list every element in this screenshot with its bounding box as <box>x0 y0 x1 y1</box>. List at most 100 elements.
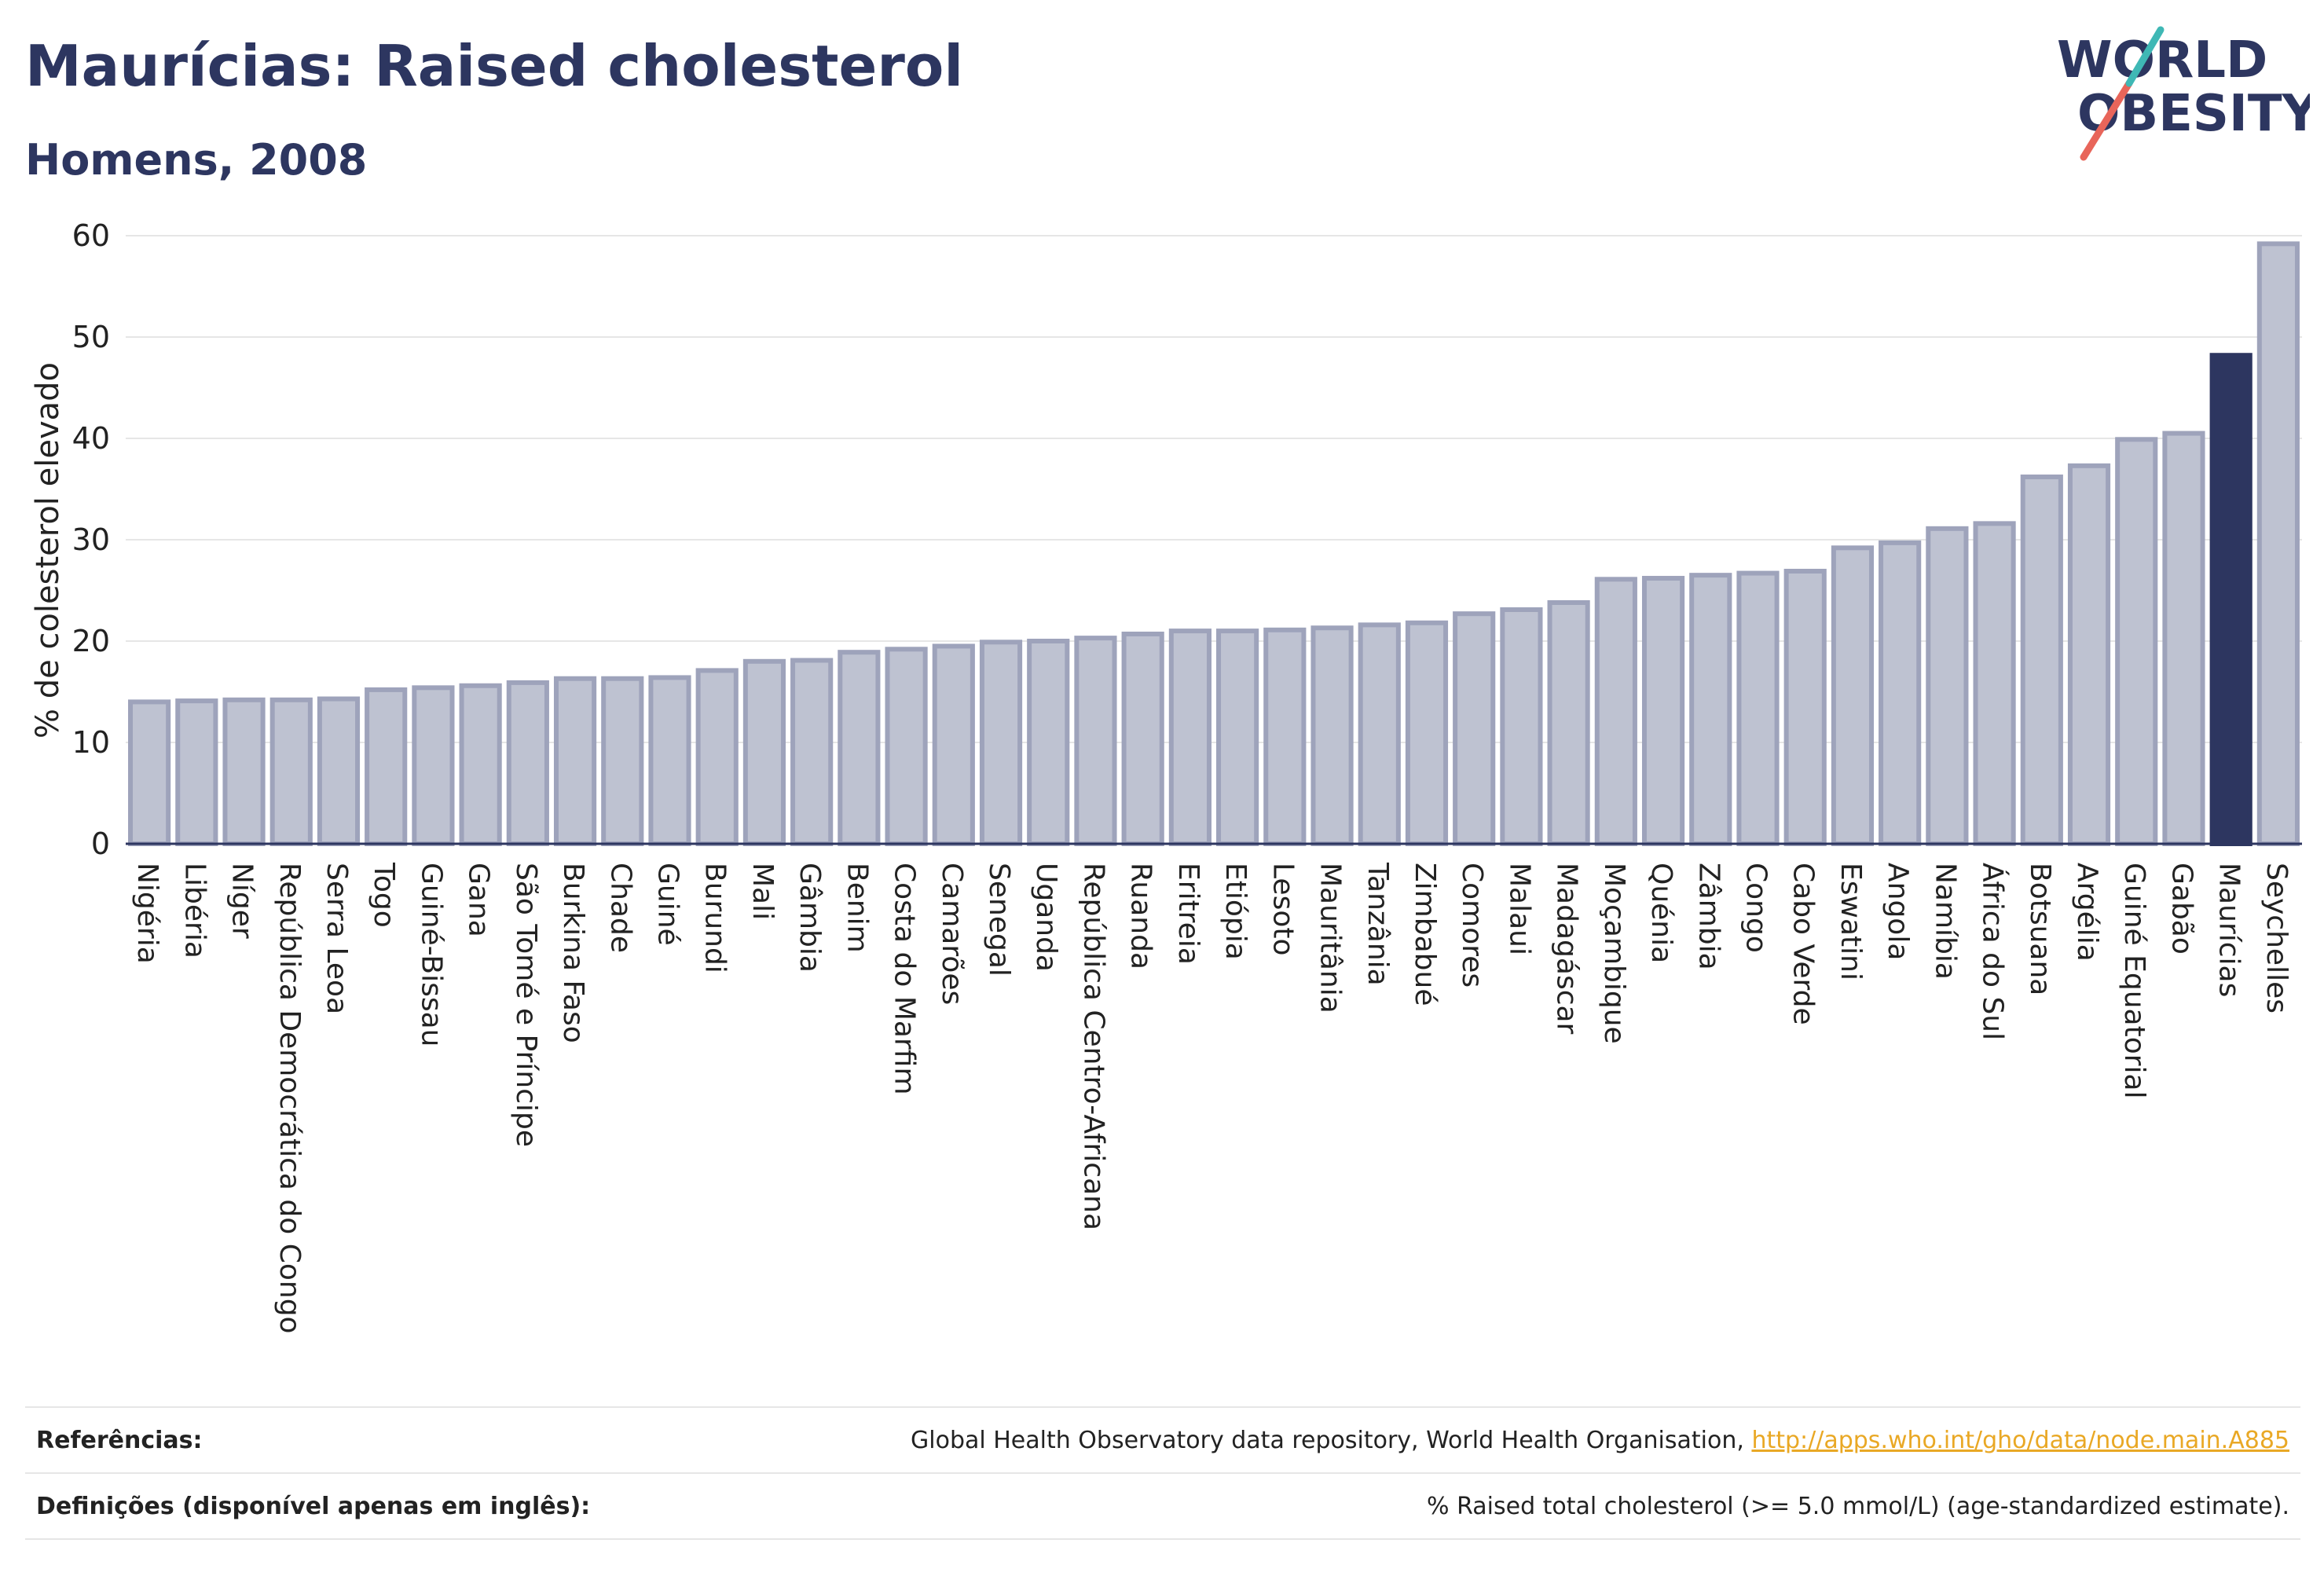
logo-word-1: WORLD <box>2057 31 2267 90</box>
y-tick-label: 50 <box>72 320 110 354</box>
bar <box>790 658 834 847</box>
y-tick-label: 60 <box>72 218 110 253</box>
x-tick-label: Tanzânia <box>1362 862 1394 986</box>
bar <box>742 658 786 846</box>
bar <box>1074 636 1117 846</box>
references-link[interactable]: http://apps.who.int/gho/data/node.main.A… <box>1751 1427 2289 1454</box>
x-tick-label: Serra Leoa <box>321 863 353 1014</box>
bar <box>601 676 644 846</box>
x-tick-label: Namíbia <box>1929 863 1961 980</box>
x-tick-label: República Centro-Africana <box>1077 863 1109 1230</box>
x-tick-label: Maurícias <box>2213 863 2245 997</box>
x-tick-label: Argélia <box>2071 863 2103 962</box>
bar <box>2256 241 2300 846</box>
bars <box>128 241 2300 847</box>
bar <box>885 647 928 846</box>
x-tick-label: Costa do Marfim <box>889 863 921 1095</box>
x-tick-label: Gana <box>463 863 495 937</box>
x-tick-label: Comores <box>1456 863 1488 988</box>
bar-chart: 0 10 20 30 40 50 60 Nigéria Libéria Níger Repúbli… <box>72 218 2302 1334</box>
bar <box>1358 622 1401 846</box>
bar <box>2115 437 2158 846</box>
x-tick-label: Eritreia <box>1172 863 1204 965</box>
bar <box>459 683 502 847</box>
x-tick-label: Burkina Faso <box>557 863 589 1043</box>
bar <box>979 640 1023 846</box>
bar <box>1405 620 1449 847</box>
bar <box>695 668 739 846</box>
bar <box>269 697 313 846</box>
bar <box>1926 526 1969 846</box>
references-value: Global Health Observatory data repositor… <box>911 1427 2289 1454</box>
bar <box>1641 576 1685 847</box>
bar <box>128 699 171 847</box>
x-tick-label: Camarões <box>936 863 968 1005</box>
x-tick-label: Gâmbia <box>794 863 826 973</box>
bar <box>506 680 549 847</box>
x-tick-label: Cabo Verde <box>1787 863 1820 1025</box>
bar <box>2020 475 2063 847</box>
y-axis-title: % de colesterol elevado <box>30 361 66 739</box>
x-tick-label: Benim <box>841 863 873 953</box>
bar <box>1121 631 1164 846</box>
y-tick-label: 20 <box>72 624 110 658</box>
references-row: Referências: Global Health Observatory d… <box>25 1406 2300 1472</box>
x-tick-label: Madagáscar <box>1551 863 1583 1035</box>
bar <box>1879 540 1922 846</box>
x-tick-label: São Tomé e Príncipe <box>510 863 542 1147</box>
bar <box>932 643 975 847</box>
x-tick-label: Mauritânia <box>1314 863 1347 1013</box>
y-tick-label: 40 <box>72 421 110 456</box>
x-tick-label: Chade <box>604 863 636 953</box>
x-tick-label: Uganda <box>1030 863 1062 972</box>
x-tick-label: Quénia <box>1645 863 1677 963</box>
x-tick-label: Gabão <box>2165 863 2198 955</box>
bar <box>412 685 455 847</box>
bar <box>1594 577 1637 846</box>
x-tick-label: República Democrática do Congo <box>273 863 306 1334</box>
references-label: Referências: <box>36 1427 203 1454</box>
x-tick-label: Nigéria <box>131 863 163 964</box>
definitions-label: Definições (disponível apenas em inglês)… <box>36 1493 591 1520</box>
reference-table: Referências: Global Health Observatory d… <box>25 1406 2300 1540</box>
x-tick-label: Seychelles <box>2260 863 2293 1013</box>
bar <box>1783 568 1827 846</box>
bar <box>648 675 691 846</box>
bar <box>1500 607 1543 846</box>
x-tick-label: Guiné-Bissau <box>415 863 447 1046</box>
x-tick-label: Eswatini <box>1835 863 1867 980</box>
world-obesity-logo: WORLD OBESITY <box>2057 26 2310 161</box>
bar <box>2209 353 2253 847</box>
y-tick-label: 0 <box>91 826 110 861</box>
references-text: Global Health Observatory data repositor… <box>911 1427 1752 1454</box>
x-tick-label: Libéria <box>178 863 211 958</box>
x-tick-label: Etiópia <box>1219 863 1252 960</box>
bar <box>838 650 881 846</box>
x-tick-label: Malaui <box>1503 863 1535 955</box>
y-tick-label: 10 <box>72 725 110 760</box>
x-tick-label: Togo <box>368 862 400 928</box>
x-tick-label: Moçambique <box>1598 863 1630 1044</box>
chart-subtitle: Homens, 2008 <box>25 135 368 185</box>
bar <box>2067 463 2111 847</box>
x-tick-label: Guiné Equatorial <box>2118 863 2150 1099</box>
bar <box>553 676 597 846</box>
x-tick-label: Senegal <box>983 863 1015 977</box>
x-tick-label: Burundi <box>699 863 731 973</box>
y-axis-ticks: 0 10 20 30 40 50 60 <box>72 218 110 861</box>
x-tick-label: Níger <box>226 863 258 939</box>
bar <box>1831 545 1875 846</box>
bar <box>1689 573 1732 847</box>
bar <box>175 698 218 846</box>
x-tick-label: Zimbabué <box>1409 863 1441 1006</box>
bar <box>1973 521 2016 846</box>
x-tick-label: Lesoto <box>1266 863 1299 956</box>
bar <box>365 687 408 846</box>
y-tick-label: 30 <box>72 522 110 557</box>
x-tick-label: Angola <box>1882 863 1914 960</box>
bar <box>2162 431 2205 846</box>
bar <box>1263 627 1307 846</box>
x-tick-label: África do Sul <box>1977 863 2010 1040</box>
x-axis-labels: Nigéria Libéria Níger República Democrática… <box>131 862 2293 1334</box>
bar <box>1310 625 1354 846</box>
